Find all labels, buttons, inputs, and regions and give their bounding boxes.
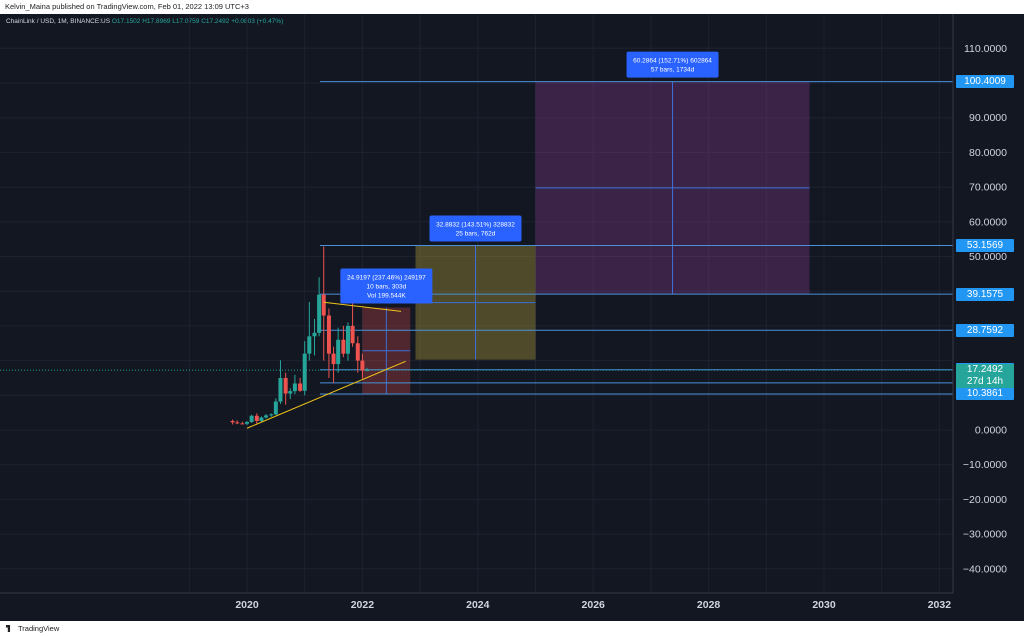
ohlc-open: O17.1502 bbox=[111, 18, 141, 25]
price-level-tag: 28.7592 bbox=[956, 323, 1014, 337]
bar-countdown: 27d 14h bbox=[966, 376, 1004, 388]
ohlc-high: H17.8969 bbox=[142, 18, 171, 25]
tradingview-logo-text: TradingView bbox=[18, 624, 60, 633]
ohlc-close: C17.2492 bbox=[201, 18, 230, 25]
price-level-tag: 39.1575 bbox=[956, 287, 1014, 301]
price-level-tag: 10.3861 bbox=[956, 387, 1014, 401]
currency-button[interactable]: USD bbox=[974, 17, 1003, 35]
tradingview-logo: TradingView bbox=[6, 624, 59, 633]
symbol-label: ChainLink / USD, 1M, BINANCE:US bbox=[6, 18, 111, 25]
tradingview-logo-icon bbox=[6, 625, 11, 632]
price-level-tag: 53.1569 bbox=[956, 239, 1014, 253]
ohlc-change: +0.0803 (+0.47%) bbox=[231, 18, 284, 25]
chart-frame[interactable] bbox=[0, 14, 1024, 621]
footer-bar bbox=[0, 621, 1024, 637]
publisher-bar: Kelvin_Maina published on TradingView.co… bbox=[0, 0, 1024, 14]
current-price-value: 17.2492 bbox=[966, 364, 1004, 376]
ohlc-low: L17.0759 bbox=[172, 18, 200, 25]
price-level-tag: 100.4009 bbox=[956, 75, 1014, 89]
publisher-text: Kelvin_Maina published on TradingView.co… bbox=[5, 2, 249, 11]
current-price-tag: 17.2492 27d 14h bbox=[956, 364, 1014, 389]
ohlc-legend: ChainLink / USD, 1M, BINANCE:US O17.1502… bbox=[6, 18, 283, 25]
